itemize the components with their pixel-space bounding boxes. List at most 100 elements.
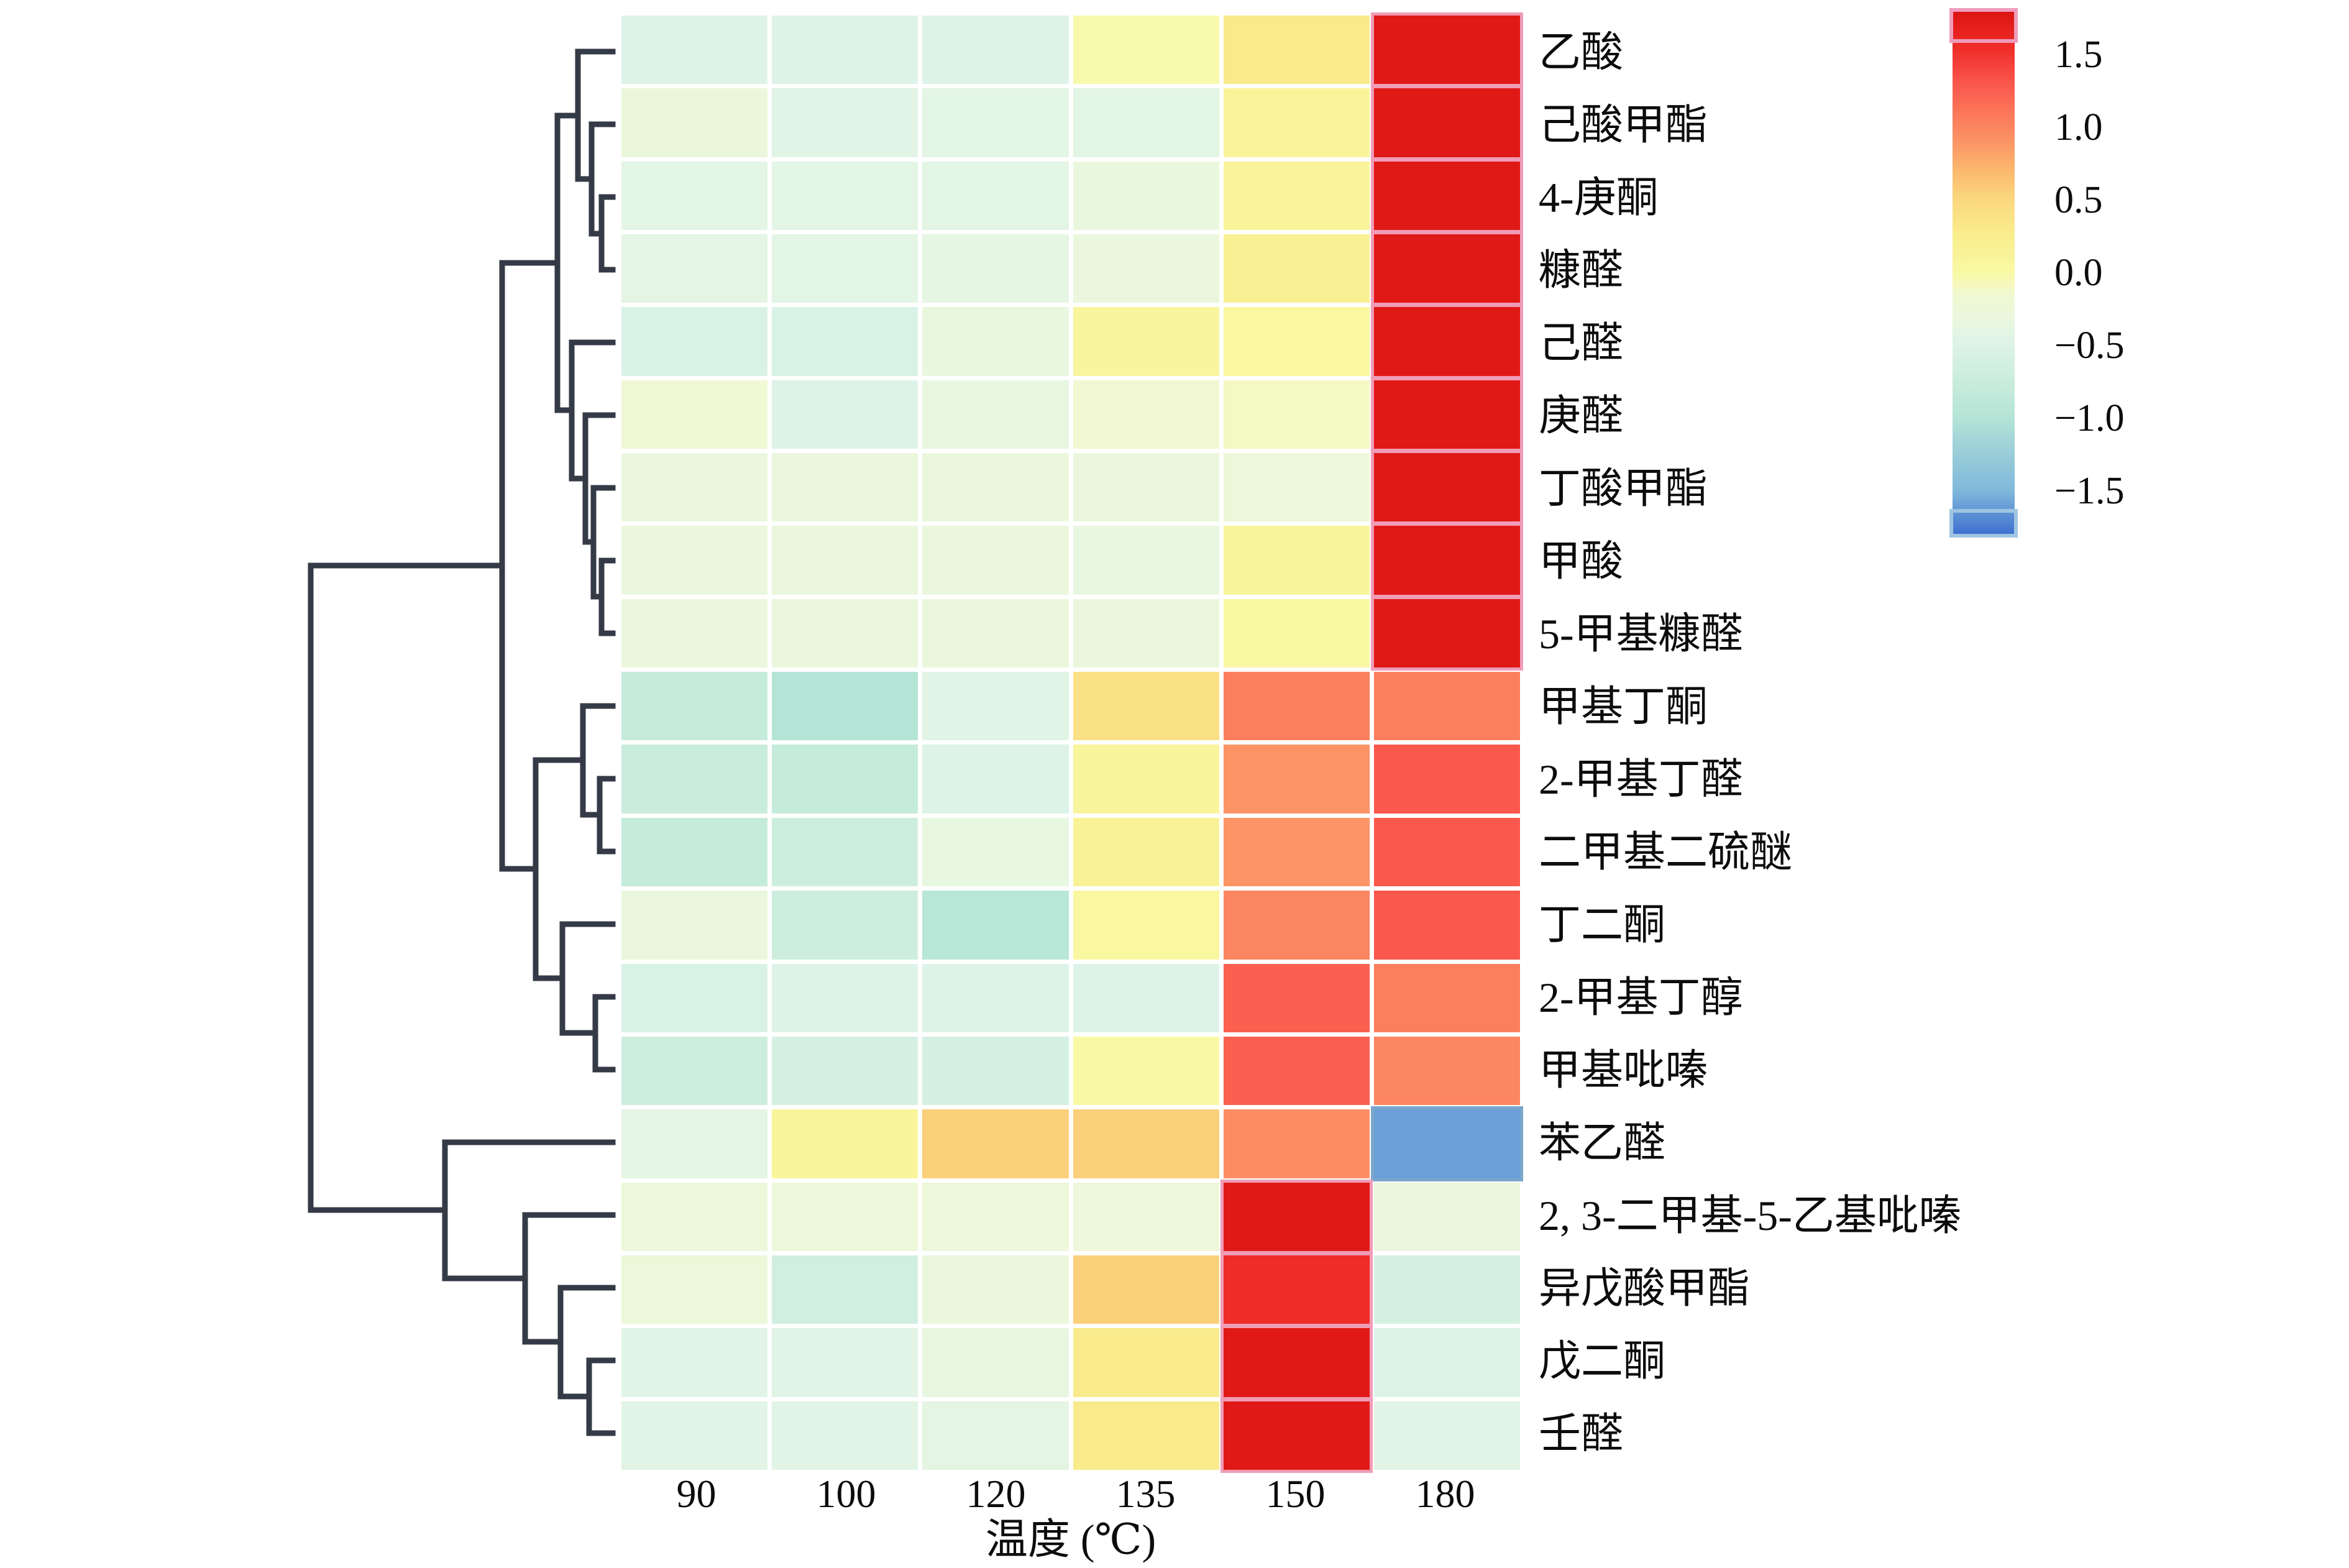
row-label: 2-甲基丁醇 [1539, 973, 1743, 1021]
heatmap-cell [1373, 1182, 1520, 1251]
x-axis-tick-label: 180 [1415, 1472, 1475, 1516]
heatmap-cell [922, 1255, 1069, 1324]
x-axis-tick-label: 120 [966, 1472, 1026, 1516]
heatmap-cell [1373, 234, 1520, 303]
heatmap-cell [1223, 88, 1370, 157]
heatmap-cell [772, 1036, 918, 1106]
heatmap-cell [1223, 1036, 1370, 1106]
colorbar-tick-label: 1.5 [2054, 34, 2103, 76]
heatmap-cell [922, 1109, 1069, 1178]
heatmap-cell [1373, 1328, 1520, 1397]
colorbar-cold-highlight-ring [1949, 509, 2018, 538]
colorbar-tick-label: −1.5 [2054, 469, 2125, 512]
heatmap-cell [922, 1401, 1069, 1470]
heatmap-cell [1223, 891, 1370, 960]
row-label: 乙酸 [1539, 28, 1624, 76]
heatmap-cell [922, 307, 1069, 376]
heatmap-cell [922, 672, 1069, 741]
heatmap-cell [621, 234, 768, 303]
heatmap-cell [1073, 1182, 1219, 1251]
heatmap-cell [1073, 16, 1219, 85]
heatmap-cell [1073, 234, 1219, 303]
row-label: 戊二酮 [1539, 1337, 1666, 1385]
row-label: 5-甲基糠醛 [1539, 610, 1743, 658]
heatmap-cell [1373, 745, 1520, 814]
heatmap-cell [772, 234, 918, 303]
heatmap-cell [922, 1036, 1069, 1106]
row-label: 甲基吡嗪 [1539, 1046, 1708, 1094]
heatmap-cell [1073, 1036, 1219, 1106]
heatmap-cell [1073, 963, 1219, 1032]
heatmap-cell [772, 672, 918, 741]
row-dendrogram [308, 48, 616, 1436]
heatmap-cell [621, 161, 768, 231]
x-axis-tick-label: 150 [1265, 1472, 1326, 1516]
heatmap-cell [772, 453, 918, 522]
heatmap-cell [922, 1182, 1069, 1251]
heatmap-cell [772, 817, 918, 887]
row-label: 二甲基二硫醚 [1539, 828, 1793, 876]
heatmap-cell [772, 16, 918, 85]
heatmap-cell [922, 745, 1069, 814]
row-label: 2, 3-二甲基-5-乙基吡嗪 [1539, 1191, 1961, 1239]
heatmap-cell [772, 1182, 918, 1251]
heatmap-cell [621, 817, 768, 887]
heatmap-cell [1073, 526, 1219, 595]
heatmap-cell [621, 1036, 768, 1106]
heatmap-cell [922, 1328, 1069, 1397]
heatmap-cell [1373, 161, 1520, 231]
heatmap-cell [922, 453, 1069, 522]
row-label: 丁二酮 [1539, 901, 1666, 948]
heatmap-cell [621, 1182, 768, 1251]
heatmap-cell [922, 526, 1069, 595]
heatmap-cell [621, 745, 768, 814]
heatmap-cell [621, 380, 768, 449]
heatmap-cell [621, 598, 768, 668]
heatmap-cell [621, 88, 768, 157]
heatmap-cell [621, 963, 768, 1032]
heatmap-cell [1223, 16, 1370, 85]
heatmap-cell [922, 380, 1069, 449]
heatmap-cell [1223, 526, 1370, 595]
row-label: 丁酸甲酯 [1539, 464, 1708, 512]
heatmap-cell [1223, 453, 1370, 522]
heatmap-cell [772, 161, 918, 231]
heatmap-cell [922, 234, 1069, 303]
heatmap-cell [1373, 380, 1520, 449]
heatmap-cell [621, 1109, 768, 1178]
colorbar-tick-label: 0.5 [2054, 179, 2103, 222]
heatmap-cell [922, 88, 1069, 157]
heatmap-cell [922, 161, 1069, 231]
heatmap-cell [1073, 453, 1219, 522]
heatmap-cell [1073, 1255, 1219, 1324]
colorbar-tick-label: −1.0 [2054, 397, 2125, 439]
colorbar [1949, 8, 2018, 538]
heatmap-cell [1073, 1109, 1219, 1178]
heatmap-cell [772, 745, 918, 814]
heatmap-cell [772, 380, 918, 449]
heatmap-cell [772, 891, 918, 960]
heatmap-cell [1073, 672, 1219, 741]
heatmap-cell [621, 1255, 768, 1324]
heatmap-cell [1373, 1109, 1520, 1178]
heatmap-cell [1373, 1401, 1520, 1470]
heatmap-cell [621, 891, 768, 960]
heatmap-cell [621, 307, 768, 376]
x-axis-tick-label: 135 [1115, 1472, 1176, 1516]
row-label: 己酸甲酯 [1539, 101, 1708, 149]
heatmap-cell [1223, 598, 1370, 668]
heatmap-cell [621, 672, 768, 741]
heatmap-cell [1373, 526, 1520, 595]
heatmap-cell [621, 1328, 768, 1397]
heatmap-cell [1223, 307, 1370, 376]
heatmap-cell [1073, 891, 1219, 960]
row-label: 己醛 [1539, 319, 1624, 367]
heatmap-cell [922, 891, 1069, 960]
heatmap-cell [1073, 161, 1219, 231]
heatmap-cell [1223, 1182, 1370, 1251]
heatmap-cell [1373, 307, 1520, 376]
row-label: 苯乙醛 [1539, 1119, 1666, 1167]
heatmap-cell [1223, 672, 1370, 741]
heatmap-cell [1373, 88, 1520, 157]
